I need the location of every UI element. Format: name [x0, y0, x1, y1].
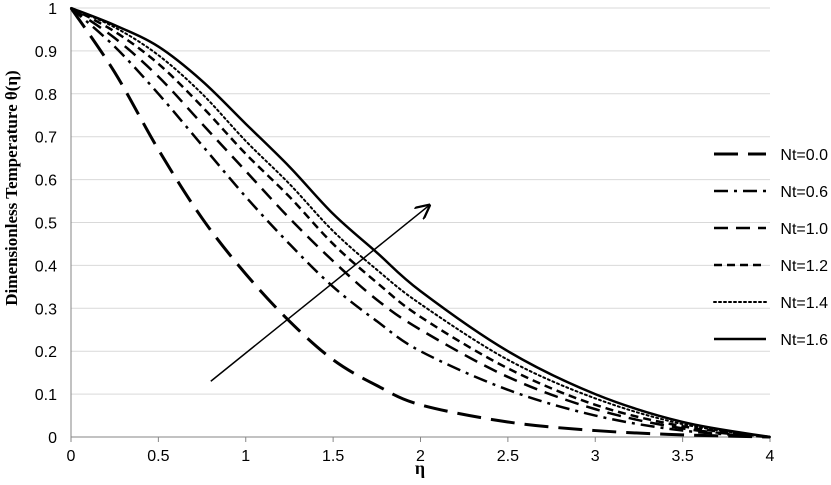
y-tick-label: 1 — [48, 1, 57, 18]
x-tick-label: 3 — [591, 448, 600, 465]
x-tick-label: 3.5 — [672, 448, 694, 465]
legend-label: Nt=1.4 — [780, 295, 828, 312]
y-tick-label: 0.5 — [35, 216, 57, 233]
x-tick-label: 0 — [67, 448, 76, 465]
y-axis-label: Dimensionless Temperature θ(η) — [2, 70, 21, 305]
legend-label: Nt=1.2 — [780, 258, 828, 275]
series-line-nt-1-2 — [70, 6, 771, 439]
x-tick-label: 2.5 — [497, 448, 519, 465]
series-line-nt-1-6 — [70, 6, 771, 439]
x-axis-label: η — [415, 458, 425, 478]
x-tick-label: 2 — [416, 448, 425, 465]
trend-arrow — [210, 205, 429, 382]
y-tick-label: 0.8 — [35, 87, 57, 104]
y-tick-label: 0.7 — [35, 130, 57, 147]
y-tick-label: 0.3 — [35, 301, 57, 318]
y-tick-label: 0.2 — [35, 344, 57, 361]
series-line-nt-1-4 — [70, 7, 771, 438]
tick-labels: 0 0.1 0.2 0.3 0.4 0.5 0.6 0.7 0.8 0.9 1 0 0.5 1 1.5 2 2.… — [35, 1, 775, 465]
y-tick-label: 0.1 — [35, 387, 57, 404]
y-tick-label: 0.6 — [35, 173, 57, 190]
annotations — [210, 205, 429, 382]
series-line-nt-1-0 — [70, 6, 771, 439]
axes — [70, 8, 771, 442]
x-tick-label: 4 — [766, 448, 775, 465]
series-lines — [69, 6, 771, 439]
y-tick-label: 0.4 — [35, 258, 57, 275]
legend-label: Nt=0.6 — [780, 184, 828, 201]
legend-label: Nt=0.0 — [780, 147, 828, 164]
x-tick-label: 1.5 — [322, 448, 344, 465]
x-tick-label: 1 — [241, 448, 250, 465]
y-tick-label: 0.9 — [35, 44, 57, 61]
y-tick-label: 0 — [48, 430, 57, 447]
gridlines — [71, 7, 770, 395]
series-line-nt-0-0 — [69, 7, 771, 439]
legend-label: Nt=1.0 — [780, 221, 828, 238]
x-tick-label: 0.5 — [147, 448, 169, 465]
series-line-nt-0-6 — [70, 7, 771, 439]
legend-label: Nt=1.6 — [780, 332, 828, 349]
legend: Nt=0.0 Nt=0.6 Nt=1.0 Nt=1.2 Nt=1.4 Nt=1.6 — [713, 147, 828, 349]
